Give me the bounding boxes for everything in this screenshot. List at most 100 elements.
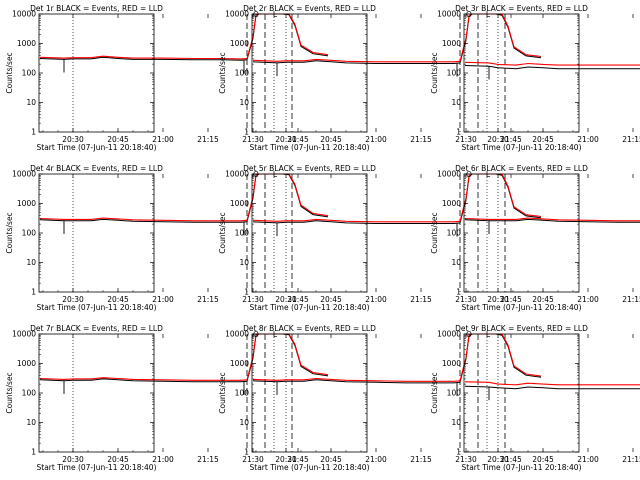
y-tick-label: 1000: [230, 359, 249, 368]
chart-panel-2: Det 2r BLACK = Events, RED = LLD 1 10 100 10…: [218, 4, 542, 152]
y-axis-label: Counts/sec: [430, 212, 439, 253]
y-axis-label: Counts/sec: [218, 52, 227, 93]
y-tick-label: 10: [451, 258, 461, 267]
lld-series-line: [252, 333, 542, 382]
x-axis-label: Start Time (07-Jun-11 20:18:40): [462, 303, 582, 312]
lld-series-line: [252, 173, 542, 223]
chart-title: Det 5r BLACK = Events, RED = LLD: [243, 164, 376, 173]
y-tick-label: 10000: [437, 330, 461, 339]
y-tick-label: 1000: [230, 39, 249, 48]
marker-label-o: O: [466, 170, 472, 179]
y-tick-label: 1: [31, 288, 36, 297]
x-tick-label: 21:15: [622, 135, 640, 144]
x-tick-label: 21:15: [410, 135, 432, 144]
chart-panel-3: Det 3r BLACK = Events, RED = LLD 1 10 100 10…: [430, 4, 640, 152]
marker-label-l: L: [486, 170, 491, 179]
lld-series-line: [39, 333, 329, 381]
x-tick-label: 20:30: [275, 295, 297, 304]
y-tick-label: 10: [26, 418, 36, 427]
x-tick-label: 20:45: [320, 135, 342, 144]
y-axis-label: Counts/sec: [430, 52, 439, 93]
y-tick-label: 1: [244, 288, 249, 297]
x-tick-label: 20:30: [275, 135, 297, 144]
y-tick-label: 10: [239, 258, 249, 267]
events-series-line: [39, 173, 329, 223]
x-tick-label: 21:00: [152, 135, 174, 144]
y-tick-label: 1000: [17, 359, 36, 368]
lld-series-line: [464, 381, 640, 386]
y-tick-label: 100: [235, 389, 250, 398]
y-tick-label: 1000: [442, 199, 461, 208]
marker-label-o: O: [466, 330, 472, 339]
x-tick-label: 21:00: [152, 455, 174, 464]
x-tick-label: 20:45: [107, 295, 129, 304]
y-tick-label: 100: [447, 229, 462, 238]
x-tick-label: 21:30: [242, 295, 264, 304]
x-tick-label: 21:45: [287, 455, 309, 464]
y-tick-label: 1: [31, 448, 36, 457]
chart-title: Det 1r BLACK = Events, RED = LLD: [30, 4, 163, 13]
chart-title: Det 2r BLACK = Events, RED = LLD: [243, 4, 376, 13]
y-tick-label: 10: [26, 258, 36, 267]
x-tick-label: 21:15: [622, 295, 640, 304]
x-tick-label: 20:30: [487, 455, 509, 464]
y-tick-label: 1: [456, 448, 461, 457]
y-tick-label: 100: [235, 69, 250, 78]
axes-frame: [38, 173, 155, 293]
y-axis-label: Counts/sec: [5, 52, 14, 93]
x-tick-label: 20:30: [487, 295, 509, 304]
y-tick-label: 10000: [12, 10, 36, 19]
lld-series-line: [39, 173, 329, 222]
marker-label-o: O: [466, 10, 472, 19]
y-tick-label: 100: [447, 389, 462, 398]
axes-frame: [251, 333, 368, 453]
y-tick-label: 10: [26, 98, 36, 107]
y-axis-label: Counts/sec: [218, 372, 227, 413]
x-axis-label: Start Time (07-Jun-11 20:18:40): [250, 463, 370, 472]
plot-area: [464, 334, 640, 452]
chart-panel-9: Det 9r BLACK = Events, RED = LLD 1 10 100 10…: [430, 324, 640, 472]
x-axis-label: Start Time (07-Jun-11 20:18:40): [37, 303, 157, 312]
y-tick-label: 10000: [12, 330, 36, 339]
marker-label-l: L: [273, 10, 278, 19]
plot-area: [464, 174, 640, 292]
y-axis-label: Counts/sec: [5, 372, 14, 413]
x-tick-label: 21:00: [577, 295, 599, 304]
x-tick-label: 20:45: [532, 455, 554, 464]
x-tick-label: 21:00: [577, 455, 599, 464]
x-tick-label: 20:30: [62, 295, 84, 304]
axes-frame: [251, 173, 368, 293]
y-tick-label: 100: [22, 69, 37, 78]
y-tick-label: 10000: [225, 10, 249, 19]
x-axis-label: Start Time (07-Jun-11 20:18:40): [37, 463, 157, 472]
x-tick-label: 21:45: [500, 295, 522, 304]
x-tick-label: 21:15: [197, 295, 219, 304]
x-tick-label: 21:45: [287, 135, 309, 144]
y-tick-label: 100: [235, 229, 250, 238]
y-tick-label: 10000: [437, 10, 461, 19]
y-tick-label: 1: [456, 128, 461, 137]
y-tick-label: 1: [31, 128, 36, 137]
lld-series-line: [252, 13, 542, 63]
marker-label-o: O: [253, 330, 259, 339]
marker-label-o: O: [253, 170, 259, 179]
events-series-line: [39, 13, 329, 61]
x-tick-label: 20:30: [62, 135, 84, 144]
y-tick-label: 10: [239, 418, 249, 427]
plot-area: [39, 13, 329, 132]
x-tick-label: 21:00: [365, 135, 387, 144]
y-tick-label: 100: [447, 69, 462, 78]
x-tick-label: 20:45: [532, 295, 554, 304]
y-tick-label: 10: [451, 98, 461, 107]
lld-series-line: [464, 61, 640, 66]
y-axis-label: Counts/sec: [5, 212, 14, 253]
axes-frame: [38, 13, 155, 133]
axes-frame: [251, 13, 368, 133]
y-tick-label: 1000: [442, 39, 461, 48]
plot-area: [464, 14, 640, 132]
x-tick-label: 20:30: [275, 455, 297, 464]
y-tick-label: 1000: [17, 39, 36, 48]
y-tick-label: 10000: [437, 170, 461, 179]
x-tick-label: 21:45: [287, 295, 309, 304]
